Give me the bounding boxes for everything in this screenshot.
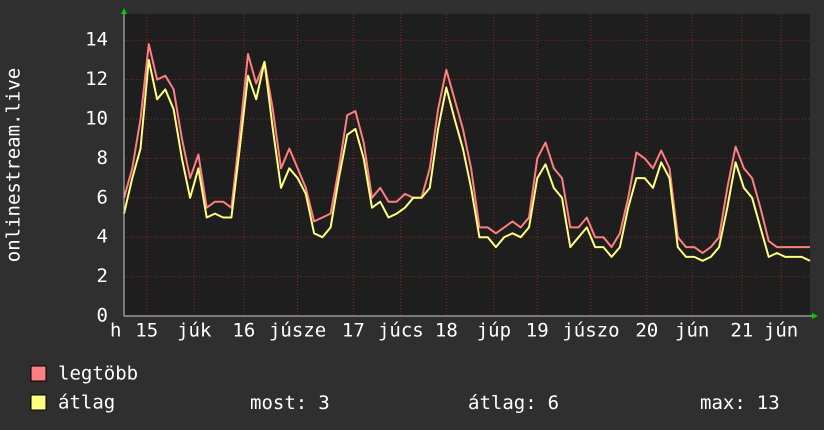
stat: átlag: 6	[468, 392, 559, 414]
x-tick-label: 16	[232, 320, 255, 342]
legend-label: legtöbb	[58, 363, 138, 385]
x-tick-label: 18	[435, 320, 458, 342]
x-axis-arrow	[812, 313, 818, 319]
stat-value: 6	[548, 392, 559, 414]
x-tick-label: júp	[477, 320, 511, 342]
stat-label: átlag:	[468, 392, 537, 414]
x-tick-label: 19	[526, 320, 549, 342]
stat: max: 13	[700, 392, 780, 414]
y-tick-label: 12	[85, 68, 108, 90]
y-tick-label: 6	[97, 186, 108, 208]
stat-label: max:	[700, 392, 746, 414]
tick-labels: 0 2 4 6 8 10 12 14 h 15 júk 16 júsze 17 júcs 18 júp 19 jús…	[85, 29, 798, 342]
y-axis-title: onlinestream.live	[3, 68, 25, 262]
legend-swatch	[30, 394, 47, 411]
x-tick-label: jún	[675, 320, 709, 342]
y-tick-label: 10	[85, 108, 108, 130]
y-axis-arrow	[121, 8, 127, 14]
y-tick-label: 4	[97, 226, 108, 248]
legend: legtöbb átlag most: 3 átlag: 6 max: 13	[30, 363, 780, 414]
stat-value: 3	[318, 392, 329, 414]
x-tick-label: júcs	[378, 320, 424, 342]
y-tick-label: 0	[97, 305, 108, 327]
lines	[123, 43, 811, 262]
x-tick-label: 21	[730, 320, 753, 342]
stat-value: 13	[757, 392, 780, 414]
x-tick-label: júsze	[269, 320, 326, 342]
x-tick-label: jún	[764, 320, 798, 342]
x-tick-label: 20	[635, 320, 658, 342]
legend-swatch	[30, 365, 47, 382]
y-tick-label: 8	[97, 147, 108, 169]
legend-label: átlag	[58, 392, 115, 414]
y-tick-label: 2	[97, 265, 108, 287]
y-tick-label: 14	[85, 29, 108, 51]
x-tick-label: 17	[342, 320, 365, 342]
x-tick-label: júszo	[562, 320, 619, 342]
stat: most: 3	[250, 392, 330, 414]
x-tick-label: júk	[177, 320, 212, 342]
series-line	[123, 58, 811, 262]
stat-label: most:	[250, 392, 307, 414]
x-tick-label: 15	[135, 320, 158, 342]
series-line	[123, 43, 810, 254]
x-tick-label: h	[110, 320, 121, 342]
